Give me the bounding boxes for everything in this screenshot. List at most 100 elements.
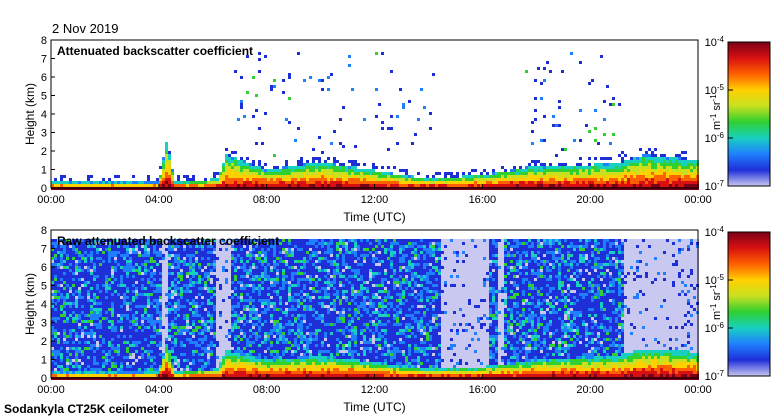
heatmap-cell bbox=[651, 184, 654, 187]
heatmap-cell bbox=[561, 175, 564, 178]
heatmap-cell bbox=[528, 172, 531, 175]
heatmap-cell bbox=[51, 296, 54, 299]
heatmap-cell bbox=[186, 293, 189, 296]
heatmap-cell bbox=[345, 181, 348, 184]
heatmap-cell bbox=[54, 272, 57, 275]
heatmap-cell bbox=[114, 335, 117, 338]
heatmap-cell bbox=[96, 344, 99, 347]
heatmap-cell bbox=[297, 163, 300, 166]
heatmap-cell bbox=[243, 272, 246, 275]
heatmap-cell bbox=[78, 257, 81, 260]
heatmap-cell bbox=[108, 311, 111, 314]
heatmap-cell bbox=[96, 320, 99, 323]
heatmap-cell bbox=[210, 181, 213, 184]
heatmap-cell bbox=[675, 166, 678, 169]
heatmap-cell bbox=[192, 175, 195, 178]
heatmap-cell bbox=[144, 184, 147, 187]
heatmap-cell bbox=[237, 166, 240, 169]
heatmap-cell bbox=[219, 245, 222, 248]
heatmap-cell bbox=[81, 356, 84, 359]
heatmap-cell bbox=[54, 359, 57, 362]
heatmap-cell bbox=[114, 245, 117, 248]
heatmap-cell bbox=[633, 178, 636, 181]
heatmap-cell bbox=[519, 169, 522, 172]
heatmap-cell bbox=[222, 332, 225, 335]
heatmap-cell bbox=[72, 257, 75, 260]
heatmap-cell bbox=[204, 184, 207, 187]
heatmap-cell bbox=[165, 160, 168, 163]
heatmap-cell bbox=[387, 166, 390, 169]
heatmap-cell bbox=[657, 163, 660, 166]
heatmap-cell bbox=[276, 166, 279, 169]
heatmap-cell bbox=[171, 178, 174, 181]
heatmap-cell bbox=[99, 347, 102, 350]
heatmap-cell bbox=[87, 269, 90, 272]
heatmap-cell bbox=[639, 166, 642, 169]
heatmap-cell bbox=[135, 293, 138, 296]
heatmap-cell bbox=[252, 76, 255, 79]
heatmap-cell bbox=[549, 70, 552, 73]
heatmap-cell bbox=[237, 359, 240, 362]
heatmap-cell bbox=[576, 175, 579, 178]
heatmap-cell bbox=[594, 175, 597, 178]
heatmap-cell bbox=[105, 317, 108, 320]
heatmap-cell bbox=[315, 169, 318, 172]
heatmap-cell bbox=[225, 332, 228, 335]
heatmap-cell bbox=[60, 338, 63, 341]
heatmap-cell bbox=[195, 341, 198, 344]
heatmap-cell bbox=[102, 281, 105, 284]
heatmap-cell bbox=[252, 314, 255, 317]
heatmap-cell bbox=[141, 287, 144, 290]
heatmap-cell bbox=[621, 163, 624, 166]
heatmap-cell bbox=[180, 281, 183, 284]
heatmap-cell bbox=[537, 175, 540, 178]
heatmap-cell bbox=[582, 166, 585, 169]
heatmap-cell bbox=[138, 356, 141, 359]
heatmap-cell bbox=[234, 239, 237, 242]
heatmap-cell bbox=[216, 341, 219, 344]
heatmap-cell bbox=[51, 362, 54, 365]
heatmap-cell bbox=[579, 166, 582, 169]
heatmap-cell bbox=[135, 266, 138, 269]
heatmap-cell bbox=[168, 365, 171, 368]
heatmap-cell bbox=[231, 350, 234, 353]
heatmap-cell bbox=[198, 368, 201, 371]
heatmap-cell bbox=[243, 341, 246, 344]
heatmap-cell bbox=[450, 181, 453, 184]
heatmap-cell bbox=[378, 172, 381, 175]
heatmap-cell bbox=[225, 302, 228, 305]
heatmap-cell bbox=[240, 299, 243, 302]
heatmap-cell bbox=[93, 332, 96, 335]
heatmap-cell bbox=[165, 317, 168, 320]
heatmap-cell bbox=[93, 296, 96, 299]
heatmap-cell bbox=[246, 365, 249, 368]
heatmap-cell bbox=[135, 181, 138, 184]
heatmap-cell bbox=[255, 109, 258, 112]
heatmap-cell bbox=[672, 166, 675, 169]
heatmap-cell bbox=[84, 356, 87, 359]
heatmap-cell bbox=[225, 371, 228, 374]
heatmap-cell bbox=[153, 305, 156, 308]
heatmap-cell bbox=[51, 260, 54, 263]
heatmap-cell bbox=[81, 260, 84, 263]
heatmap-cell bbox=[243, 242, 246, 245]
heatmap-cell bbox=[132, 365, 135, 368]
heatmap-cell bbox=[252, 169, 255, 172]
heatmap-cell bbox=[306, 163, 309, 166]
heatmap-cell bbox=[222, 260, 225, 263]
heatmap-cell bbox=[678, 166, 681, 169]
heatmap-cell bbox=[363, 184, 366, 187]
heatmap-cell bbox=[675, 184, 678, 187]
heatmap-cell bbox=[204, 248, 207, 251]
heatmap-cell bbox=[219, 356, 222, 359]
heatmap-cell bbox=[87, 350, 90, 353]
heatmap-cell bbox=[252, 115, 255, 118]
heatmap-cell bbox=[156, 299, 159, 302]
heatmap-cell bbox=[531, 172, 534, 175]
heatmap-cell bbox=[54, 242, 57, 245]
heatmap-cell bbox=[273, 154, 276, 157]
heatmap-cell bbox=[588, 172, 591, 175]
heatmap-cell bbox=[519, 181, 522, 184]
heatmap-cell bbox=[93, 323, 96, 326]
heatmap-cell bbox=[234, 329, 237, 332]
